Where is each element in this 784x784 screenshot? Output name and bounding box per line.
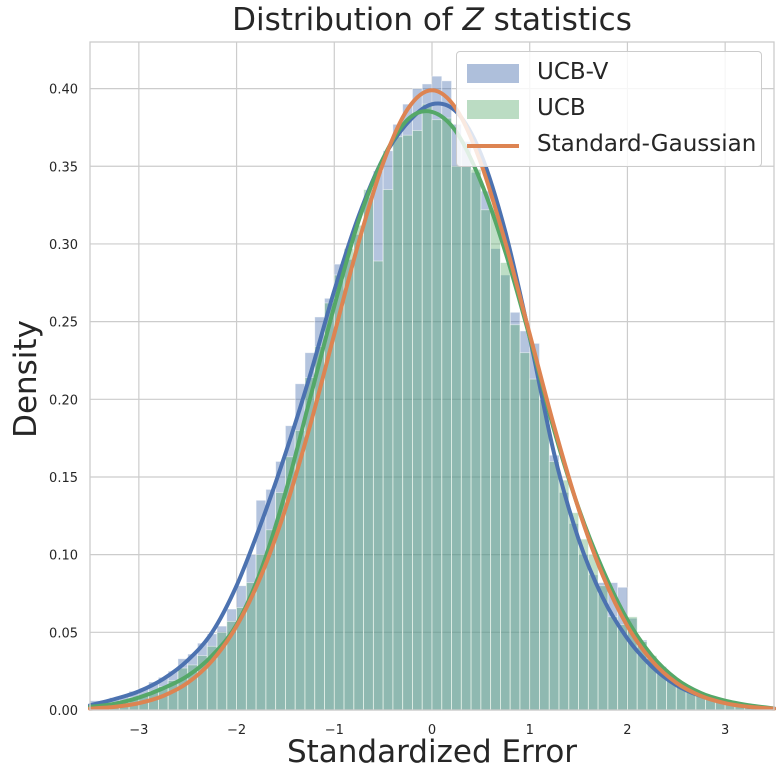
histogram-layer (89, 75, 765, 711)
chart-title-suffix: statistics (483, 2, 632, 38)
histogram-bar (431, 119, 443, 711)
legend-item-ucb-v: UCB-V (457, 56, 761, 92)
histogram-bar (372, 260, 384, 711)
y-tick-label: 0.40 (49, 83, 78, 98)
histogram-bar (421, 103, 433, 711)
x-tick-label: 3 (721, 723, 729, 738)
histogram-bar (382, 189, 394, 711)
histogram-bar (539, 398, 550, 711)
histogram-bar (519, 352, 531, 711)
histogram-bar (529, 378, 540, 711)
y-tick-label: 0.30 (49, 238, 78, 253)
legend-swatch-ucb (467, 100, 519, 119)
y-tick-label: 0.20 (49, 393, 78, 408)
legend-line-standard-gaussian (467, 144, 519, 148)
histogram-bar (568, 512, 579, 711)
histogram-bar (548, 461, 560, 711)
histogram-bar (490, 209, 501, 711)
legend-label-standard-gaussian: Standard-Gaussian (537, 131, 757, 157)
chart-title: Distribution of Z statistics (90, 2, 774, 38)
x-tick-label: 1 (526, 723, 534, 738)
histogram-bar (333, 274, 345, 711)
chart-title-variable: Z (462, 2, 484, 38)
y-axis-label: Density (8, 320, 44, 438)
legend-label-ucb-v: UCB-V (537, 59, 609, 85)
histogram-bar (460, 165, 472, 711)
legend-label-ucb: UCB (537, 95, 586, 121)
y-tick-label: 0.35 (49, 160, 78, 175)
histogram-bar (451, 165, 462, 711)
histogram-bar (558, 479, 570, 711)
histogram-bar (412, 130, 423, 711)
plot-frame (89, 41, 775, 711)
y-tick-label: 0.10 (49, 549, 78, 564)
histogram-bar (392, 136, 404, 711)
legend: UCB-V UCB Standard-Gaussian (456, 51, 762, 167)
histogram-bar (363, 189, 374, 711)
histogram-bar (607, 616, 619, 711)
y-tick-label: 0.15 (49, 471, 78, 486)
histogram-bar (441, 117, 452, 711)
legend-swatch-ucb-v (467, 64, 519, 83)
histogram-bar (509, 324, 521, 711)
x-axis-label: Standardized Error (286, 734, 578, 770)
y-tick-label: 0.25 (49, 316, 78, 331)
y-tick-label: 0.00 (49, 704, 78, 719)
x-tick-label: −3 (129, 723, 148, 738)
histogram-bar (480, 209, 492, 711)
tick-label-layer: −3 −2 −1 0 1 2 3 0.00 0.05 0.10 0.15 0.20 0.25 0.30 0.… (49, 83, 729, 738)
chart-title-prefix: Distribution of (232, 2, 463, 38)
density-curve-ucb (88, 109, 776, 711)
density-curve-ucb-v (88, 101, 776, 711)
x-tick-label: 2 (623, 723, 631, 738)
legend-item-standard-gaussian: Standard-Gaussian (457, 128, 761, 164)
histogram-bar (499, 262, 511, 711)
histogram-bar (343, 248, 355, 711)
x-tick-label: 0 (428, 723, 436, 738)
histogram-bar (470, 168, 482, 711)
histogram-bar (353, 224, 365, 711)
histogram-ucb (89, 103, 765, 711)
legend-item-ucb: UCB (457, 92, 761, 128)
histogram-bar (402, 134, 413, 711)
x-tick-label: −2 (227, 723, 246, 738)
y-tick-label: 0.05 (49, 626, 78, 641)
density-curve-standard-gaussian (88, 88, 776, 711)
kde-curve-layer (88, 88, 776, 711)
x-tick-label: −1 (325, 723, 344, 738)
